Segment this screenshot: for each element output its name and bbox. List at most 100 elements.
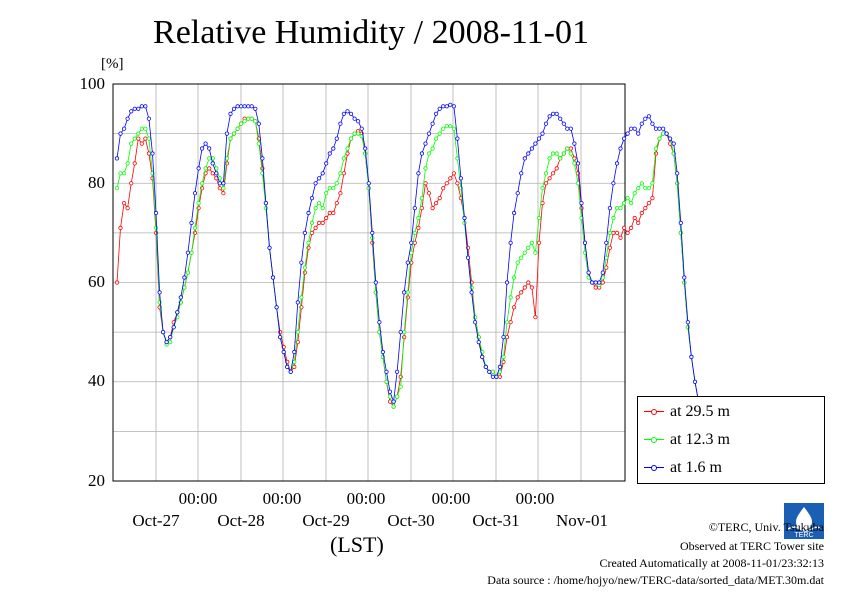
- data-point: [334, 181, 339, 186]
- data-point: [689, 354, 694, 359]
- data-point: [533, 141, 538, 146]
- data-point: [143, 126, 148, 131]
- data-point: [288, 369, 293, 374]
- data-point: [114, 186, 120, 191]
- data-point: [646, 114, 652, 119]
- data-point: [448, 176, 453, 181]
- data-point: [338, 171, 343, 176]
- x-tick-time: 00:00: [262, 489, 302, 508]
- data-point: [306, 240, 311, 245]
- data-point: [455, 181, 460, 186]
- x-tick-date: Oct-31: [472, 511, 520, 530]
- data-point: [274, 305, 279, 310]
- data-point: [625, 196, 630, 201]
- data-point: [313, 225, 318, 230]
- data-point: [604, 240, 609, 245]
- data-point: [572, 161, 577, 166]
- data-point: [558, 116, 563, 121]
- data-point: [192, 191, 198, 196]
- data-point: [628, 126, 634, 131]
- data-point: [511, 275, 517, 280]
- data-point: [341, 111, 346, 116]
- data-point: [129, 181, 134, 186]
- data-point: [423, 141, 428, 146]
- logo-text: TERC: [794, 532, 813, 539]
- data-point: [611, 215, 616, 221]
- footer-source: Data source : /home/hojyo/new/TERC-data/…: [487, 573, 824, 587]
- data-point: [526, 151, 531, 156]
- data-point: [526, 280, 531, 285]
- data-point: [114, 156, 120, 161]
- data-point: [171, 325, 176, 330]
- data-point: [565, 146, 570, 151]
- data-point: [650, 181, 655, 186]
- data-point: [242, 104, 247, 109]
- data-point: [363, 146, 368, 151]
- legend: at 29.5 m at 12.3 m at 1.6 m: [637, 396, 825, 484]
- data-point: [575, 161, 581, 166]
- data-point: [657, 136, 662, 141]
- data-point: [249, 116, 254, 121]
- data-point: [533, 315, 538, 320]
- data-point: [394, 394, 400, 399]
- data-point: [175, 310, 180, 315]
- data-point: [529, 146, 535, 151]
- data-point: [341, 171, 346, 176]
- series-line: [116, 118, 717, 417]
- data-point: [678, 220, 683, 225]
- data-point: [554, 151, 559, 156]
- data-point: [292, 349, 297, 355]
- data-point: [522, 156, 527, 161]
- data-point: [561, 151, 566, 156]
- legend-marker: [644, 435, 664, 445]
- data-point: [132, 136, 137, 141]
- data-point: [231, 106, 237, 111]
- data-point: [313, 206, 318, 211]
- plot-frame: [112, 83, 626, 482]
- data-point: [692, 379, 698, 384]
- data-point: [143, 136, 148, 141]
- data-point: [614, 161, 620, 166]
- data-point: [650, 121, 655, 126]
- data-point: [270, 275, 276, 280]
- data-point: [511, 210, 517, 216]
- data-point: [508, 240, 513, 245]
- data-point: [568, 126, 574, 131]
- legend-marker: [644, 407, 664, 417]
- data-point: [540, 201, 545, 206]
- data-point: [324, 191, 329, 196]
- data-point: [295, 329, 300, 335]
- legend-entry: at 12.3 m: [644, 430, 730, 450]
- data-point: [306, 210, 311, 216]
- data-point: [203, 141, 208, 146]
- data-point: [150, 151, 155, 156]
- data-point: [214, 171, 219, 176]
- footer-observed: Observed at TERC Tower site: [679, 539, 824, 553]
- data-point: [667, 136, 673, 141]
- data-point: [331, 146, 336, 151]
- data-point: [345, 109, 350, 114]
- data-point: [426, 131, 432, 136]
- legend-marker: [644, 463, 664, 473]
- data-point: [448, 102, 453, 107]
- x-tick-time: 00:00: [515, 489, 555, 508]
- data-point: [168, 334, 173, 340]
- terc-logo-icon: TERC: [784, 503, 824, 539]
- data-point: [515, 260, 520, 265]
- data-point: [331, 210, 336, 216]
- data-point: [441, 104, 446, 109]
- data-point: [490, 374, 495, 379]
- data-point: [316, 220, 322, 225]
- data-point: [320, 171, 325, 176]
- data-point: [260, 156, 265, 161]
- data-point: [200, 181, 205, 186]
- data-point: [161, 329, 166, 335]
- data-point: [153, 210, 159, 216]
- data-point: [572, 141, 577, 146]
- data-point: [366, 181, 371, 186]
- data-point: [416, 215, 421, 221]
- data-point: [441, 186, 446, 191]
- data-point: [235, 104, 240, 109]
- data-point: [136, 136, 141, 141]
- x-tick-time: 00:00: [431, 489, 471, 508]
